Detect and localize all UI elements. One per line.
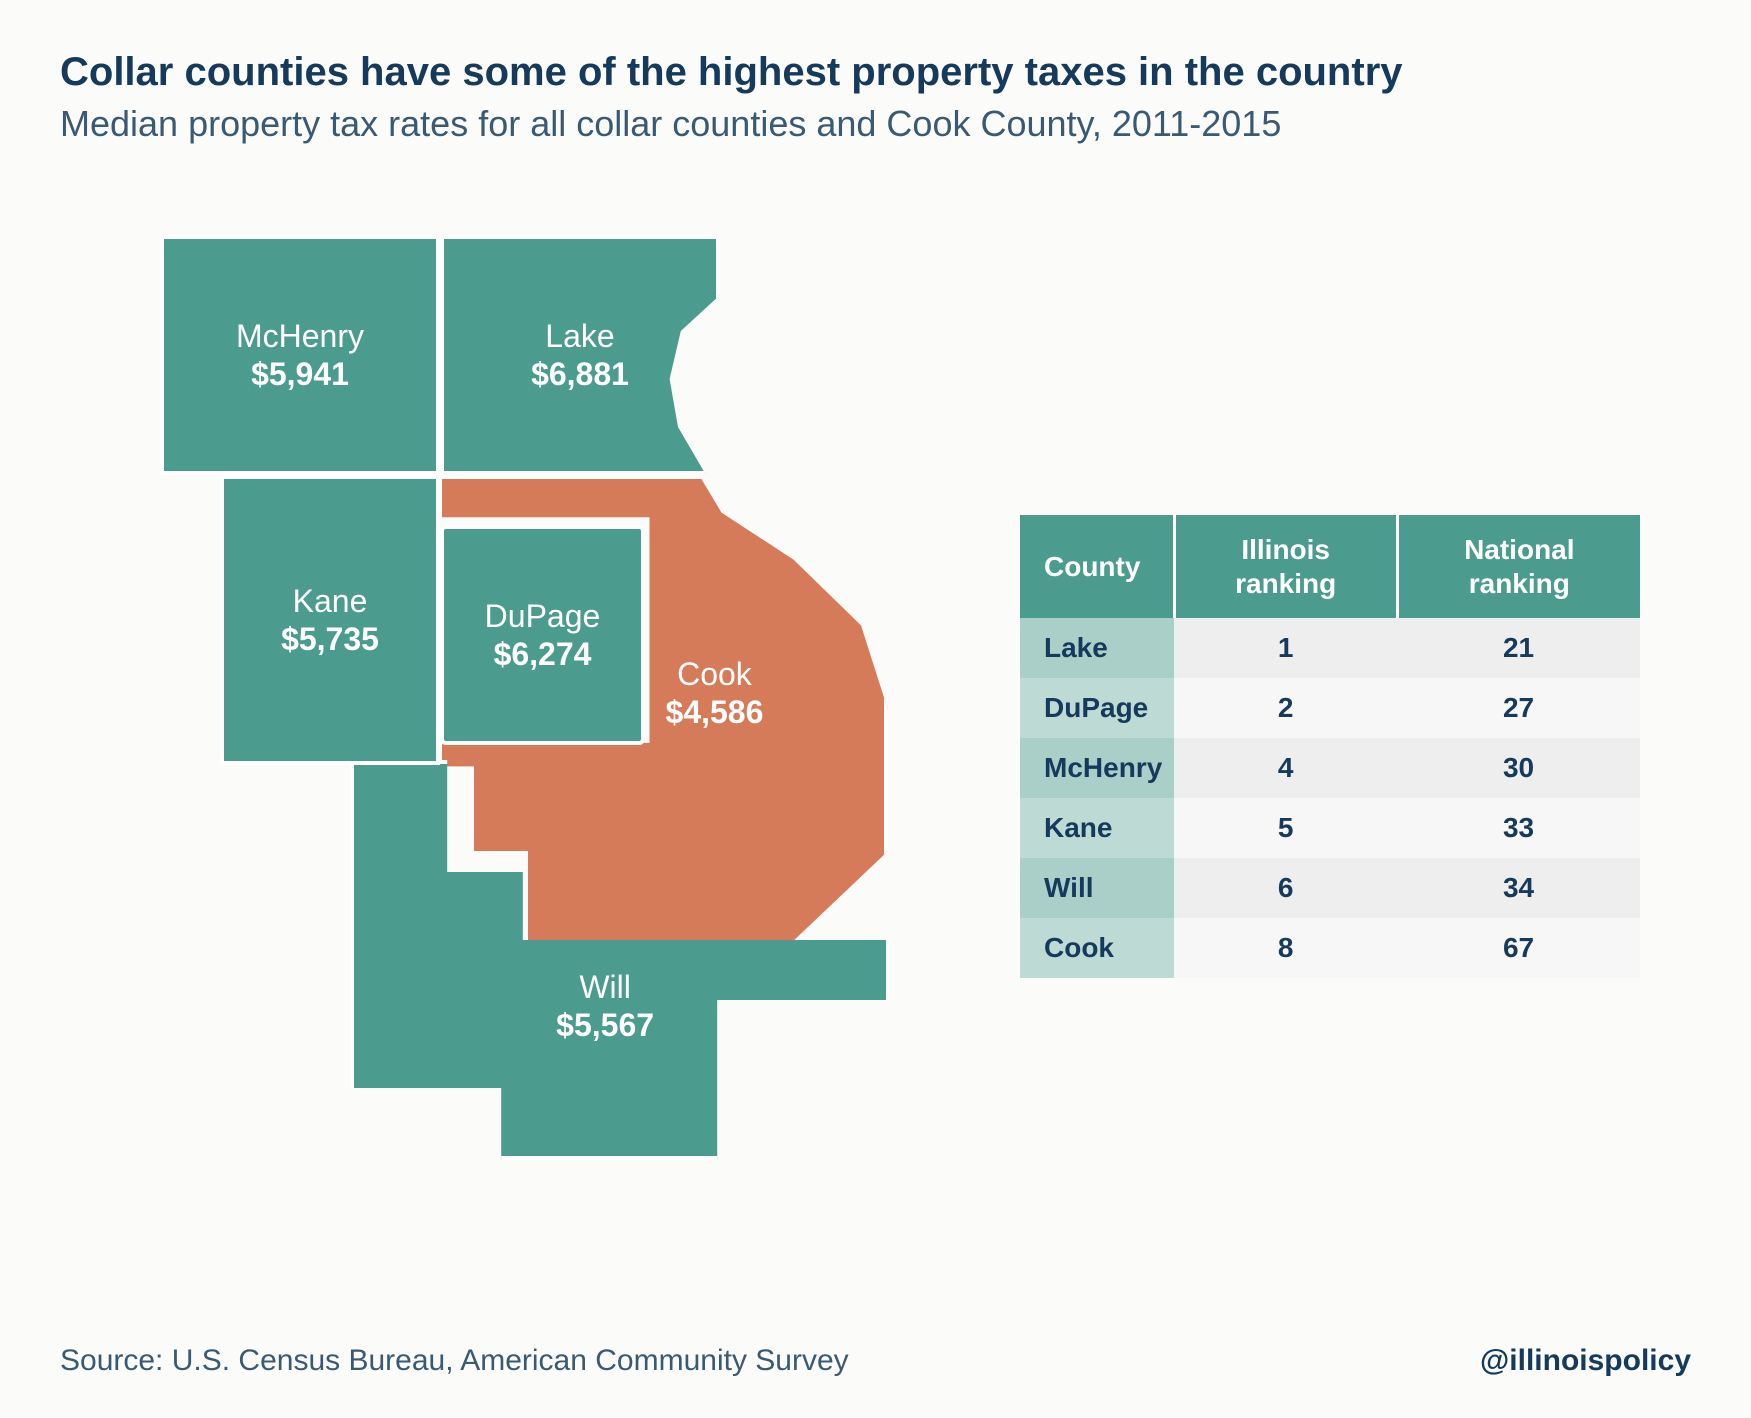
county-dupage-value: $6,274 [494,635,592,673]
col-county: County [1020,515,1174,618]
cell-county: DuPage [1020,678,1174,738]
cell-illinois: 8 [1174,918,1397,978]
chart-subtitle: Median property tax rates for all collar… [60,103,1691,145]
table-row: Will 6 34 [1020,858,1640,918]
col-national-ranking: National ranking [1397,515,1640,618]
cell-national: 34 [1397,858,1640,918]
county-mchenry-name: McHenry [236,317,364,355]
cell-national: 33 [1397,798,1640,858]
cell-county: Lake [1020,618,1174,678]
source-text: Source: U.S. Census Bureau, American Com… [60,1344,849,1378]
county-cook-name: Cook [666,655,764,693]
table-row: Kane 5 33 [1020,798,1640,858]
col-illinois-ranking: Illinois ranking [1174,515,1397,618]
county-dupage: DuPage $6,274 [440,525,645,745]
chart-content: Cook $4,586 Will $5,567 McHenry $5,941 L… [60,205,1691,1255]
footer: Source: U.S. Census Bureau, American Com… [60,1344,1691,1378]
county-kane-value: $5,735 [281,620,379,658]
county-lake-name: Lake [545,317,614,355]
cell-county: Will [1020,858,1174,918]
county-will-value: $5,567 [556,1006,654,1044]
chart-title: Collar counties have some of the highest… [60,50,1691,95]
cell-illinois: 2 [1174,678,1397,738]
table-row: Cook 8 67 [1020,918,1640,978]
county-mchenry: McHenry $5,941 [160,235,440,475]
table-row: McHenry 4 30 [1020,738,1640,798]
county-kane-name: Kane [293,582,368,620]
county-cook-value: $4,586 [666,693,764,731]
cell-national: 21 [1397,618,1640,678]
table-row: Lake 1 21 [1020,618,1640,678]
table-row: DuPage 2 27 [1020,678,1640,738]
county-will-name: Will [556,968,654,1006]
cell-illinois: 4 [1174,738,1397,798]
cell-county: Kane [1020,798,1174,858]
county-map: Cook $4,586 Will $5,567 McHenry $5,941 L… [160,235,960,1195]
cell-illinois: 5 [1174,798,1397,858]
county-dupage-name: DuPage [485,597,601,635]
cell-national: 67 [1397,918,1640,978]
county-kane: Kane $5,735 [220,475,440,765]
cell-illinois: 6 [1174,858,1397,918]
ranking-table: County Illinois ranking National ranking… [1020,515,1640,978]
county-lake-value: $6,881 [531,355,629,393]
social-handle: @illinoispolicy [1480,1344,1691,1378]
cell-national: 27 [1397,678,1640,738]
cell-county: Cook [1020,918,1174,978]
table-header-row: County Illinois ranking National ranking [1020,515,1640,618]
county-mchenry-value: $5,941 [251,355,349,393]
cell-illinois: 1 [1174,618,1397,678]
county-lake: Lake $6,881 [440,235,720,475]
cell-county: McHenry [1020,738,1174,798]
cell-national: 30 [1397,738,1640,798]
